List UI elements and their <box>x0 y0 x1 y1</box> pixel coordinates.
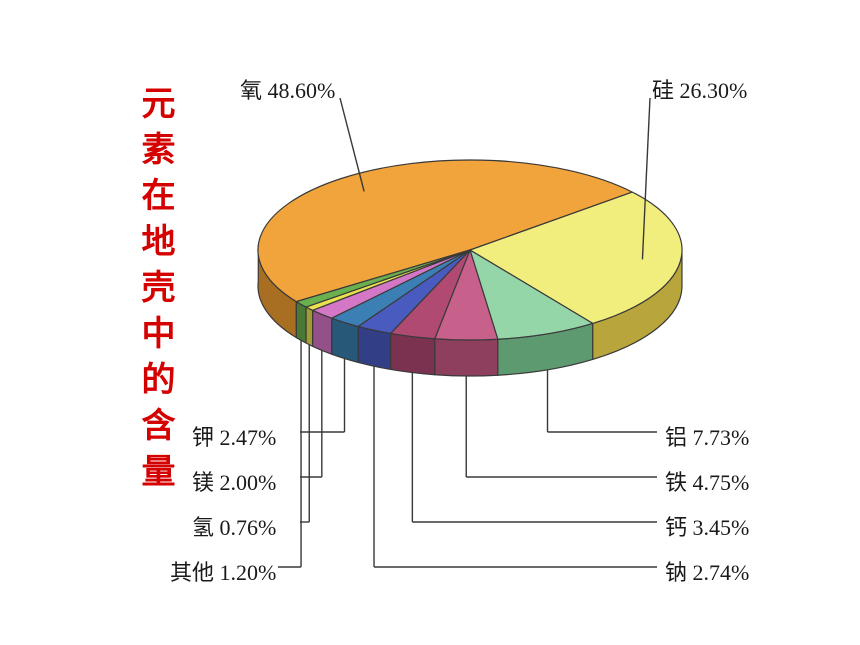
slice-label-other: 其他 1.20% <box>170 555 276 587</box>
slice-label-iron: 铁 4.75% <box>665 465 749 497</box>
slice-label-silicon: 硅 26.30% <box>652 73 747 105</box>
slice-label-magnesium: 镁 2.00% <box>192 465 276 497</box>
slice-label-oxygen: 氧 48.60% <box>240 73 335 105</box>
slice-label-hydrogen: 氢 0.76% <box>192 510 276 542</box>
slice-label-aluminum: 铝 7.73% <box>665 420 749 452</box>
root: 元素在地壳中的含量 氧 48.60% 硅 26.30% 钾 2.47% 镁 2.… <box>0 0 860 645</box>
slice-label-potassium: 钾 2.47% <box>192 420 276 452</box>
slice-label-calcium: 钙 3.45% <box>665 510 749 542</box>
pie-chart: 氧 48.60% 硅 26.30% 钾 2.47% 镁 2.00% 氢 0.76… <box>170 60 820 620</box>
slice-label-sodium: 钠 2.74% <box>665 555 749 587</box>
